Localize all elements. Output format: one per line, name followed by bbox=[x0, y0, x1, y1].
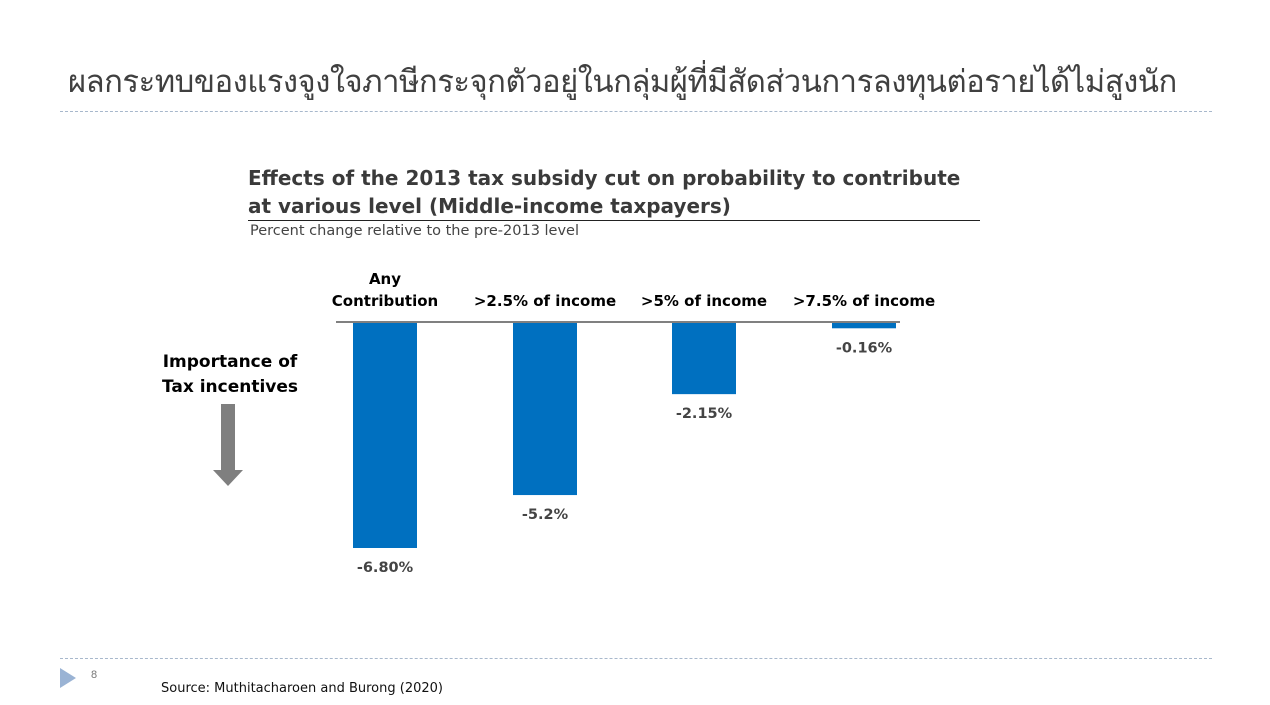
bar-2 bbox=[513, 323, 577, 496]
value-label-4: -0.16% bbox=[836, 340, 893, 356]
chart-subtitle: Percent change relative to the pre-2013 … bbox=[250, 223, 580, 239]
category-label-3: >5% of income bbox=[641, 292, 767, 310]
next-slide-icon[interactable] bbox=[60, 668, 78, 688]
bar-3 bbox=[672, 323, 736, 395]
value-label-3: -2.15% bbox=[676, 406, 733, 422]
importance-label-line1: Importance of bbox=[162, 352, 298, 372]
footer-divider bbox=[60, 658, 1212, 659]
page-number: 8 bbox=[91, 669, 98, 681]
chart-title: Effects of the 2013 tax subsidy cut on p… bbox=[248, 164, 980, 221]
down-arrow-icon bbox=[213, 404, 243, 486]
value-label-2: -5.2% bbox=[522, 507, 569, 523]
category-label-4: >7.5% of income bbox=[793, 292, 935, 310]
category-label-1-line2: Contribution bbox=[332, 292, 438, 310]
title-divider bbox=[60, 111, 1212, 112]
bar-4 bbox=[832, 323, 896, 329]
value-label-1: -6.80% bbox=[357, 560, 414, 576]
slide-title: ผลกระทบของแรงจูงใจภาษีกระจุกตัวอยู่ในกลุ… bbox=[68, 64, 1177, 100]
bar-1 bbox=[353, 323, 417, 548]
importance-label: Importance of Tax incentives bbox=[150, 350, 310, 400]
source-note: Source: Muthitacharoen and Burong (2020) bbox=[161, 681, 443, 696]
category-label-2: >2.5% of income bbox=[474, 292, 616, 310]
category-label-1-line1: Any bbox=[369, 270, 401, 288]
importance-label-line2: Tax incentives bbox=[161, 377, 299, 397]
